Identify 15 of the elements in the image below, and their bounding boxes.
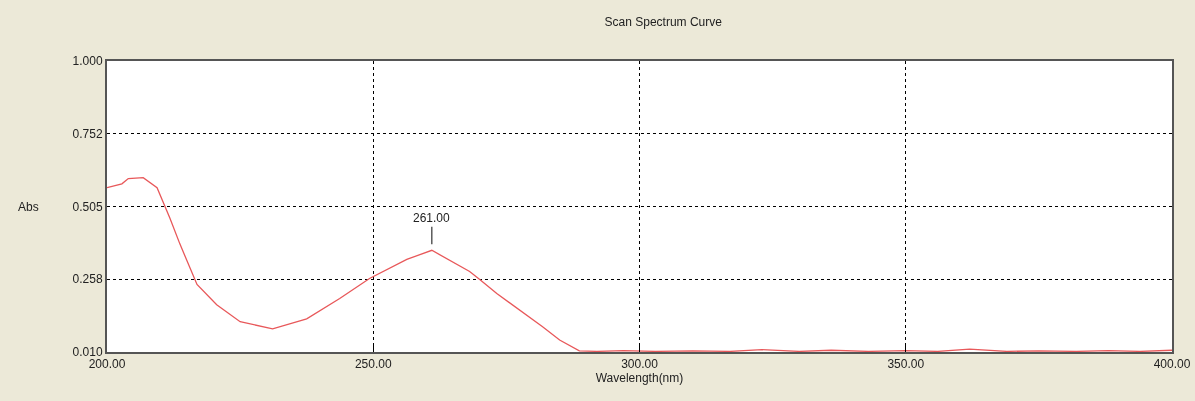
annotation: 261.00 <box>413 211 451 225</box>
x-tick-label: 200.00 <box>88 357 126 372</box>
y-axis-title: Abs <box>18 200 39 214</box>
y-tick-label: 0.752 <box>72 127 103 142</box>
x-tick-label: 400.00 <box>1153 357 1191 372</box>
y-tick-label: 1.000 <box>72 54 103 69</box>
y-tick-label: 0.258 <box>72 272 103 287</box>
y-tick-label: 0.010 <box>72 345 103 360</box>
x-axis-title: Wavelength(nm) <box>595 371 684 386</box>
y-tick-label: 0.505 <box>72 199 103 214</box>
chart-title: Scan Spectrum Curve <box>604 15 723 30</box>
line-series <box>107 177 1172 352</box>
x-tick-label: 250.00 <box>354 357 392 372</box>
x-tick-label: 300.00 <box>621 357 659 372</box>
x-tick-label: 350.00 <box>887 357 925 372</box>
